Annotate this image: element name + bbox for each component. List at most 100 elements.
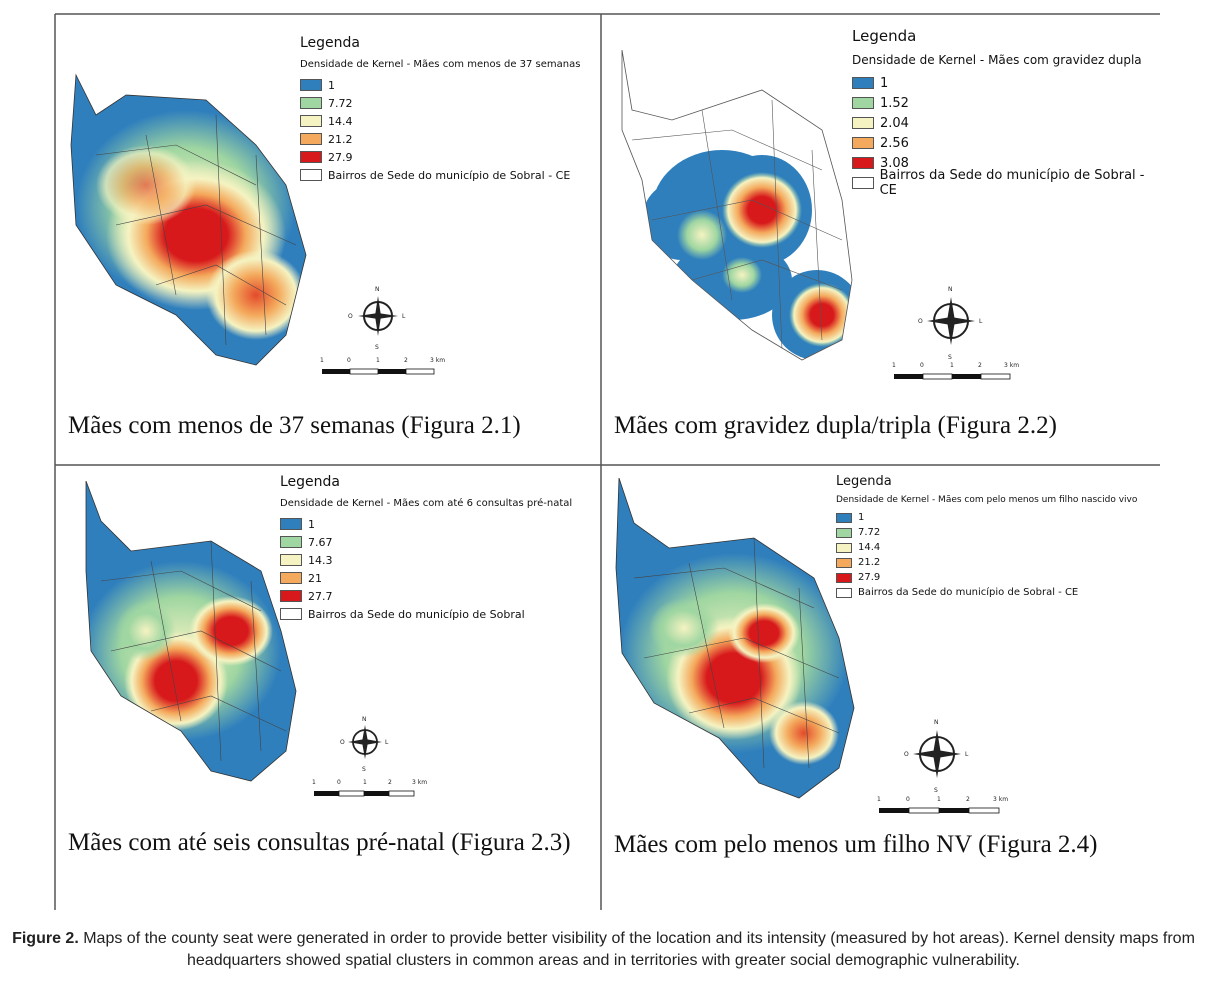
legend-title: Legenda bbox=[836, 474, 892, 489]
map-legend: Legenda Densidade de Kernel - Mães com g… bbox=[852, 27, 1160, 198]
legend-value: 21 bbox=[308, 571, 322, 585]
legend-swatch bbox=[300, 151, 322, 163]
legend-title: Legenda bbox=[300, 35, 361, 51]
compass-e: L bbox=[385, 739, 389, 746]
legend-value: 21.2 bbox=[858, 557, 881, 568]
legend-title: Legenda bbox=[280, 474, 341, 490]
legend-swatch bbox=[836, 572, 852, 583]
legend-subtitle: Densidade de Kernel - Mães com até 6 con… bbox=[280, 498, 573, 509]
svg-text:1: 1 bbox=[376, 357, 380, 364]
compass-s: S bbox=[375, 344, 379, 351]
legend-swatch bbox=[852, 77, 874, 89]
compass-e: L bbox=[979, 318, 983, 325]
legend-swatch bbox=[852, 117, 874, 129]
legend-value: 14.4 bbox=[328, 114, 353, 128]
legend-value: 1.52 bbox=[880, 95, 909, 111]
compass-e: L bbox=[402, 313, 406, 320]
compass-rose-icon: N S O L bbox=[340, 716, 389, 773]
compass-rose-icon: N S O L bbox=[904, 719, 969, 794]
scale-bar: 1 0 1 2 3 km bbox=[320, 357, 445, 375]
legend-swatch bbox=[300, 169, 322, 181]
legend-value: 7.67 bbox=[308, 535, 333, 549]
legend-value: 1 bbox=[880, 75, 889, 91]
legend-boundary-label: Bairros da Sede do município de Sobral -… bbox=[879, 168, 1145, 198]
legend-value: 2.04 bbox=[880, 115, 909, 131]
compass-w: O bbox=[348, 313, 353, 320]
svg-text:2: 2 bbox=[404, 357, 408, 364]
map-panel-1: Legenda Densidade de Kernel - Mães com m… bbox=[56, 15, 600, 464]
svg-text:1: 1 bbox=[892, 362, 896, 369]
legend-swatch bbox=[852, 137, 874, 149]
scale-bar: 1 0 1 2 3 km bbox=[892, 362, 1019, 380]
svg-text:0: 0 bbox=[337, 779, 341, 786]
panel-caption: Mães com menos de 37 semanas (Figura 2.1… bbox=[68, 412, 521, 439]
legend-value: 7.72 bbox=[858, 527, 881, 538]
legend-swatch bbox=[300, 97, 322, 109]
svg-text:1: 1 bbox=[877, 796, 881, 803]
compass-s: S bbox=[934, 787, 938, 794]
svg-text:0: 0 bbox=[920, 362, 924, 369]
svg-text:3 km: 3 km bbox=[1004, 362, 1019, 369]
legend-subtitle: Densidade de Kernel - Mães com pelo meno… bbox=[836, 495, 1138, 505]
svg-text:1: 1 bbox=[320, 357, 324, 364]
legend-swatch bbox=[280, 536, 302, 548]
map-legend: Legenda Densidade de Kernel - Mães com a… bbox=[280, 474, 572, 623]
legend-boundary-label: Bairros da Sede do município de Sobral bbox=[308, 607, 525, 621]
legend-value: 7.72 bbox=[328, 96, 353, 110]
legend-value: 14.4 bbox=[858, 542, 881, 553]
compass-n: N bbox=[362, 716, 367, 723]
legend-swatch bbox=[280, 608, 302, 620]
kernel-density-map bbox=[85, 481, 297, 782]
svg-text:2: 2 bbox=[966, 796, 970, 803]
map-panel-4: Legenda Densidade de Kernel - Mães com p… bbox=[602, 466, 1160, 909]
legend-value: 21.2 bbox=[328, 132, 353, 146]
scale-bar: 1 0 1 2 3 km bbox=[312, 779, 427, 797]
legend-value: 1 bbox=[328, 78, 335, 92]
legend-swatch bbox=[300, 133, 322, 145]
legend-value: 1 bbox=[308, 517, 315, 531]
legend-value: 1 bbox=[858, 512, 865, 523]
legend-subtitle: Densidade de Kernel - Mães com menos de … bbox=[300, 59, 581, 70]
compass-s: S bbox=[948, 354, 952, 361]
compass-rose-icon: N S O L bbox=[918, 286, 983, 361]
legend-swatch bbox=[280, 590, 302, 602]
legend-swatch bbox=[852, 97, 874, 109]
compass-w: O bbox=[340, 739, 345, 746]
figure-caption-text: Maps of the county seat were generated i… bbox=[83, 930, 1195, 969]
compass-n: N bbox=[948, 286, 953, 293]
legend-swatch bbox=[836, 557, 852, 568]
legend-swatch bbox=[852, 157, 874, 169]
svg-text:1: 1 bbox=[312, 779, 316, 786]
panel-caption: Mães com até seis consultas pré-natal (F… bbox=[68, 829, 571, 856]
kernel-density-map bbox=[615, 478, 855, 799]
compass-e: L bbox=[965, 751, 969, 758]
panel-caption: Mães com gravidez dupla/tripla (Figura 2… bbox=[614, 412, 1057, 439]
legend-title: Legenda bbox=[852, 27, 917, 45]
legend-value: 14.3 bbox=[308, 553, 333, 567]
panel-caption: Mães com pelo menos um filho NV (Figura … bbox=[614, 831, 1098, 858]
legend-value: 3.08 bbox=[880, 155, 909, 171]
svg-text:0: 0 bbox=[347, 357, 351, 364]
map-legend: Legenda Densidade de Kernel - Mães com p… bbox=[836, 474, 1137, 600]
legend-swatch bbox=[836, 527, 852, 538]
legend-value: 27.7 bbox=[308, 589, 333, 603]
legend-swatch bbox=[280, 554, 302, 566]
compass-n: N bbox=[934, 719, 939, 726]
map-panel-3: Legenda Densidade de Kernel - Mães com a… bbox=[56, 466, 600, 909]
map-panel-2: Legenda Densidade de Kernel - Mães com g… bbox=[602, 15, 1160, 464]
svg-text:1: 1 bbox=[363, 779, 367, 786]
svg-text:1: 1 bbox=[950, 362, 954, 369]
kernel-density-map bbox=[621, 50, 853, 361]
svg-text:1: 1 bbox=[937, 796, 941, 803]
legend-subtitle: Densidade de Kernel - Mães com gravidez … bbox=[852, 53, 1142, 67]
legend-boundary-label: Bairros de Sede do município de Sobral -… bbox=[328, 168, 571, 182]
map-legend: Legenda Densidade de Kernel - Mães com m… bbox=[300, 35, 580, 184]
svg-text:2: 2 bbox=[978, 362, 982, 369]
svg-text:0: 0 bbox=[906, 796, 910, 803]
svg-text:3 km: 3 km bbox=[993, 796, 1008, 803]
legend-swatch bbox=[300, 79, 322, 91]
legend-swatch bbox=[836, 587, 852, 598]
compass-n: N bbox=[375, 286, 380, 293]
compass-s: S bbox=[362, 766, 366, 773]
compass-rose-icon: N S O L bbox=[348, 286, 406, 351]
